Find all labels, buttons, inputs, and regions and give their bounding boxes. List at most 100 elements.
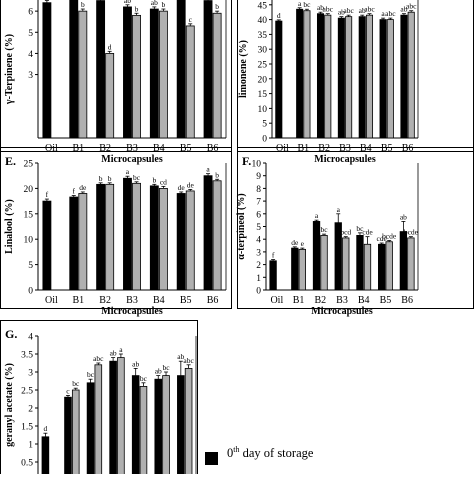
panel-2-significance-label: ab: [359, 6, 366, 15]
panel-1-significance-label: c: [189, 15, 193, 24]
panel-3-x-tick-label: B2: [99, 295, 111, 306]
panel-4-bar-b4-s2: [363, 243, 372, 291]
panel-3-bar-b6-s2: [212, 180, 222, 291]
panel-1-x-tick-label: B2: [99, 143, 111, 154]
panel-2-x-tick-label: B5: [381, 143, 393, 154]
panel-3-bar-b6-s1: [203, 175, 213, 291]
panel-5-significance-label: ab: [132, 359, 139, 368]
panel-2-bar-b4-s2: [365, 14, 374, 139]
panel-1-y-tick-label: 3: [28, 71, 33, 81]
panel-2-y-tick-label: 35: [258, 31, 268, 41]
panel-1-frame: [0, 0, 232, 152]
panel-2-significance-label: a: [298, 0, 302, 8]
panel-1-bar-b3-s1: [123, 6, 132, 139]
panel-4-bar-b3-s2: [342, 237, 350, 291]
panel-4-panel-letter: F.: [242, 154, 251, 168]
panel-1-y-tick-label: 4: [28, 50, 33, 60]
panel-1-x-tick-label: Oil: [45, 143, 58, 154]
panel-2-x-tick-label: Oil: [276, 143, 289, 154]
panel-2-y-tick-label: 5: [262, 120, 267, 130]
panel-3-y-tick-label: 15: [24, 210, 34, 220]
panel-5-y-tick-label: 1.5: [21, 423, 33, 433]
panel-5-bar-b1-s2: [71, 389, 80, 479]
panel-3-bar-b5-s2: [185, 190, 195, 291]
panel-4-bar-b2-s2: [320, 234, 328, 291]
panel-4-significance-label: a: [315, 211, 319, 220]
panel-1-bar-b1-s1: [69, 0, 79, 139]
panel-4-y-axis-label: α-terpineol (%): [236, 193, 247, 259]
panel-3-significance-label: f: [73, 187, 76, 196]
panel-1-significance-label: ab: [124, 0, 131, 5]
panel-4-significance-label: bcd: [340, 228, 351, 237]
panel-5-bar-oil-s1: [41, 436, 50, 479]
panel-4-x-tick-label: Oil: [270, 295, 283, 306]
panel-4-significance-label: f: [272, 251, 275, 260]
panel-5-y-tick-label: 4: [28, 333, 33, 343]
panel-2-significance-label: ab: [338, 8, 345, 17]
panel-2-significance-label: abc: [323, 5, 334, 14]
panel-4-y-tick-label: 8: [256, 185, 261, 195]
panel-2-significance-label: abc: [385, 9, 396, 18]
panel-2-frame: [237, 0, 474, 152]
panel-4-significance-label: de: [291, 238, 299, 247]
panel-3-x-tick-label: B4: [153, 295, 165, 306]
panel-3-bar-b2-s2: [105, 183, 115, 291]
panel-5-significance-label: bc: [72, 379, 80, 388]
panel-2-bar-b2-s1: [316, 13, 325, 139]
panel-5-bar-b2-s2: [94, 364, 103, 479]
panel-5-bar-b3-s2: [117, 357, 125, 479]
panel-2-x-tick-label: B2: [318, 143, 330, 154]
panel-4-significance-label: bcde: [404, 228, 419, 237]
panel-5-bar-b4-s1: [131, 375, 140, 479]
panel-3-x-tick-label: B6: [207, 295, 219, 306]
panel-5-significance-label: ab: [110, 349, 117, 358]
panel-3-bar-b3-s1: [123, 177, 132, 291]
panel-3-significance-label: a: [206, 165, 210, 174]
panel-1-significance-label: b: [162, 0, 166, 9]
panel-1-x-tick-label: B3: [126, 143, 138, 154]
panel-4-y-tick-label: 3: [256, 248, 261, 258]
panel-3-bar-b5-s1: [176, 193, 186, 291]
panel-5-bar-b6-s1: [177, 375, 185, 479]
panel-2-bar-b5-s1: [379, 19, 387, 139]
panel-3-significance-label: b: [215, 170, 219, 179]
panel-1-y-tick-label: 5: [28, 29, 33, 39]
panel-4-bar-b5-s1: [378, 243, 386, 291]
panel-3-y-tick-label: 0: [28, 287, 33, 297]
panel-3-y-tick-label: 25: [24, 160, 34, 170]
panel-3-significance-label: a: [126, 167, 130, 176]
panel-3-bar-b3-s2: [132, 182, 141, 291]
panel-4-bar-b2-s1: [312, 221, 321, 291]
panel-3-significance-label: b: [108, 174, 112, 183]
panel-3-y-tick-label: 10: [24, 236, 34, 246]
panel-3-panel-letter: E.: [5, 154, 16, 168]
panel-4-significance-label: bc: [356, 224, 364, 233]
panel-5-y-axis-label: geranyl acetate (%): [4, 363, 15, 447]
panel-4-x-tick-label: B5: [380, 295, 392, 306]
panel-5-y-tick-label: 2: [28, 405, 33, 415]
panel-2-significance-label: d: [277, 11, 281, 20]
panel-5-significance-label: abc: [183, 356, 194, 365]
panel-1-x-tick-label: B1: [72, 143, 84, 154]
panel-1-significance-label: d: [108, 42, 112, 51]
panel-4-y-tick-label: 7: [256, 198, 261, 208]
panel-1-significance-label: a: [45, 0, 49, 1]
panel-4-bar-b6-s1: [399, 231, 408, 291]
panel-1-x-tick-label: B4: [153, 143, 165, 154]
panel-3-significance-label: de: [187, 180, 195, 189]
panel-5-y-tick-label: 3.5: [21, 351, 33, 361]
panel-2-bar-oil-s1: [275, 20, 283, 139]
panel-3-x-tick-label: B3: [126, 295, 138, 306]
panel-2-significance-label: a: [381, 9, 385, 18]
panel-4-y-tick-label: 1: [256, 274, 261, 284]
panel-3-significance-label: de: [178, 183, 186, 192]
panel-2-x-tick-label: B3: [339, 143, 351, 154]
panel-3-bar-oil-s1: [42, 200, 52, 291]
panel-2-y-tick-label: 15: [258, 90, 268, 100]
panel-4-x-tick-label: B3: [336, 295, 348, 306]
panel-1-bar-b5-s1: [176, 0, 186, 139]
panel-2-y-tick-label: 25: [258, 61, 268, 71]
panel-1-x-tick-label: B5: [180, 143, 192, 154]
panel-3-frame: [0, 147, 232, 309]
